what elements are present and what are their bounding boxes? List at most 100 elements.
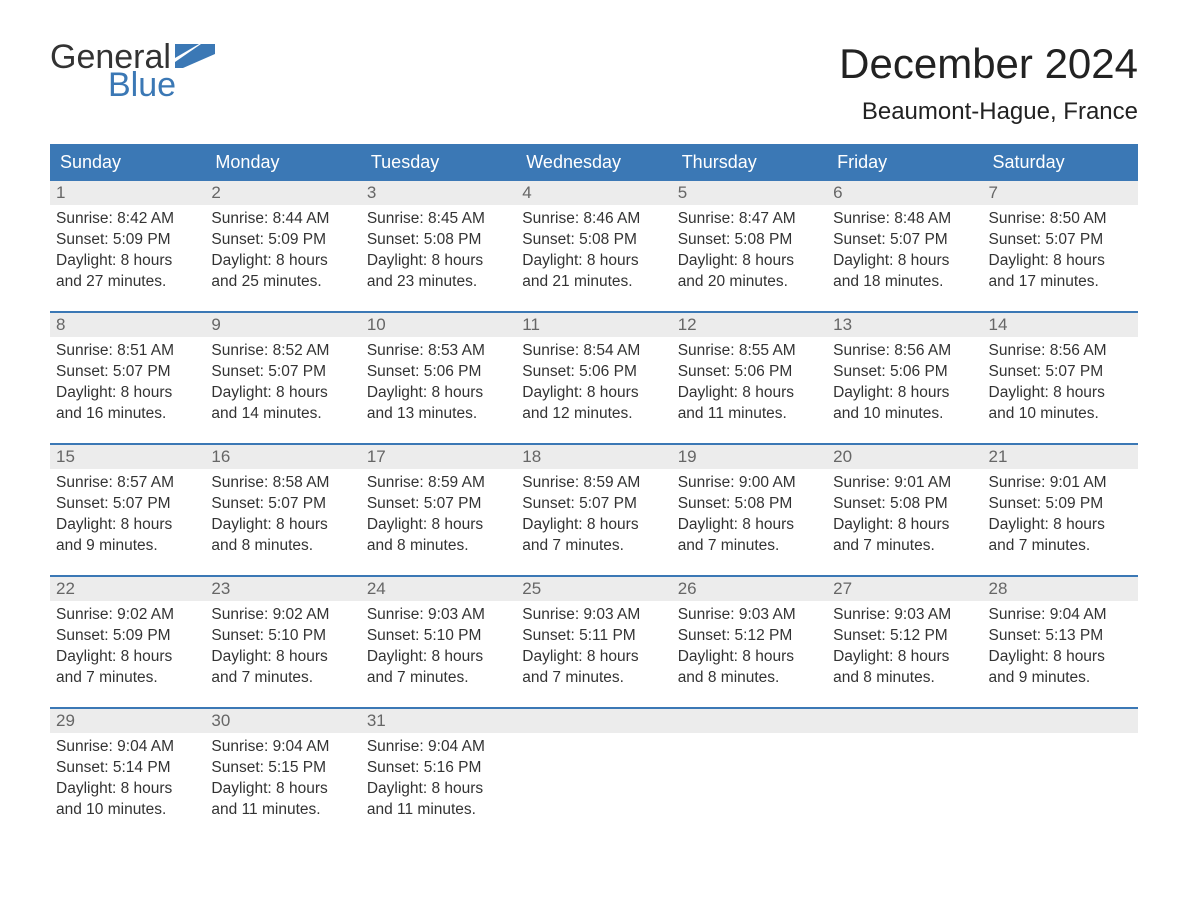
sunset-text: Sunset: 5:10 PM bbox=[211, 626, 354, 647]
sunrise-text: Sunrise: 9:01 AM bbox=[989, 473, 1132, 494]
day-number: 28 bbox=[983, 577, 1138, 601]
daylight-text-1: Daylight: 8 hours bbox=[211, 779, 354, 800]
daylight-text-2: and 13 minutes. bbox=[367, 404, 510, 425]
sunrise-text: Sunrise: 8:45 AM bbox=[367, 209, 510, 230]
day-number: 9 bbox=[205, 313, 360, 337]
sunset-text: Sunset: 5:14 PM bbox=[56, 758, 199, 779]
daylight-text-2: and 11 minutes. bbox=[211, 800, 354, 821]
sunset-text: Sunset: 5:08 PM bbox=[833, 494, 976, 515]
day-header-monday: Monday bbox=[205, 144, 360, 181]
day-number: 13 bbox=[827, 313, 982, 337]
day-number: 31 bbox=[361, 709, 516, 733]
sunrise-text: Sunrise: 9:03 AM bbox=[833, 605, 976, 626]
daylight-text-2: and 21 minutes. bbox=[522, 272, 665, 293]
sunrise-text: Sunrise: 8:50 AM bbox=[989, 209, 1132, 230]
day-cell: Sunrise: 9:02 AMSunset: 5:09 PMDaylight:… bbox=[50, 601, 205, 689]
daylight-text-1: Daylight: 8 hours bbox=[367, 383, 510, 404]
month-title: December 2024 bbox=[839, 40, 1138, 88]
daylight-text-1: Daylight: 8 hours bbox=[367, 647, 510, 668]
day-cell bbox=[672, 733, 827, 821]
daylight-text-1: Daylight: 8 hours bbox=[56, 515, 199, 536]
sunrise-text: Sunrise: 9:02 AM bbox=[211, 605, 354, 626]
sunrise-text: Sunrise: 9:04 AM bbox=[989, 605, 1132, 626]
week-row: 293031Sunrise: 9:04 AMSunset: 5:14 PMDay… bbox=[50, 707, 1138, 821]
day-number: 24 bbox=[361, 577, 516, 601]
sunset-text: Sunset: 5:08 PM bbox=[678, 494, 821, 515]
day-number bbox=[827, 709, 982, 733]
day-cell: Sunrise: 8:54 AMSunset: 5:06 PMDaylight:… bbox=[516, 337, 671, 425]
daylight-text-1: Daylight: 8 hours bbox=[833, 251, 976, 272]
daylight-text-2: and 9 minutes. bbox=[56, 536, 199, 557]
daylight-text-2: and 7 minutes. bbox=[989, 536, 1132, 557]
daylight-text-1: Daylight: 8 hours bbox=[211, 251, 354, 272]
day-number: 27 bbox=[827, 577, 982, 601]
sunrise-text: Sunrise: 9:03 AM bbox=[367, 605, 510, 626]
day-number: 5 bbox=[672, 181, 827, 205]
daylight-text-1: Daylight: 8 hours bbox=[56, 647, 199, 668]
daylight-text-1: Daylight: 8 hours bbox=[211, 647, 354, 668]
daylight-text-1: Daylight: 8 hours bbox=[56, 779, 199, 800]
daylight-text-1: Daylight: 8 hours bbox=[989, 647, 1132, 668]
day-cell: Sunrise: 9:01 AMSunset: 5:09 PMDaylight:… bbox=[983, 469, 1138, 557]
day-cell: Sunrise: 8:59 AMSunset: 5:07 PMDaylight:… bbox=[361, 469, 516, 557]
sunset-text: Sunset: 5:09 PM bbox=[989, 494, 1132, 515]
sunrise-text: Sunrise: 8:44 AM bbox=[211, 209, 354, 230]
daylight-text-1: Daylight: 8 hours bbox=[678, 515, 821, 536]
sunset-text: Sunset: 5:06 PM bbox=[522, 362, 665, 383]
day-cell: Sunrise: 9:02 AMSunset: 5:10 PMDaylight:… bbox=[205, 601, 360, 689]
daylight-text-1: Daylight: 8 hours bbox=[989, 515, 1132, 536]
sunrise-text: Sunrise: 9:01 AM bbox=[833, 473, 976, 494]
daylight-text-2: and 11 minutes. bbox=[678, 404, 821, 425]
day-cell: Sunrise: 8:51 AMSunset: 5:07 PMDaylight:… bbox=[50, 337, 205, 425]
day-cell: Sunrise: 8:55 AMSunset: 5:06 PMDaylight:… bbox=[672, 337, 827, 425]
sunset-text: Sunset: 5:07 PM bbox=[367, 494, 510, 515]
sunset-text: Sunset: 5:07 PM bbox=[522, 494, 665, 515]
day-header-tuesday: Tuesday bbox=[361, 144, 516, 181]
sunset-text: Sunset: 5:15 PM bbox=[211, 758, 354, 779]
day-cell: Sunrise: 9:01 AMSunset: 5:08 PMDaylight:… bbox=[827, 469, 982, 557]
day-number: 3 bbox=[361, 181, 516, 205]
daylight-text-2: and 18 minutes. bbox=[833, 272, 976, 293]
sunset-text: Sunset: 5:07 PM bbox=[56, 362, 199, 383]
daylight-text-1: Daylight: 8 hours bbox=[367, 779, 510, 800]
sunset-text: Sunset: 5:07 PM bbox=[211, 362, 354, 383]
day-number: 26 bbox=[672, 577, 827, 601]
sunrise-text: Sunrise: 9:04 AM bbox=[211, 737, 354, 758]
daylight-text-1: Daylight: 8 hours bbox=[522, 515, 665, 536]
day-content-row: Sunrise: 8:51 AMSunset: 5:07 PMDaylight:… bbox=[50, 337, 1138, 425]
daylight-text-2: and 8 minutes. bbox=[211, 536, 354, 557]
daylight-text-2: and 9 minutes. bbox=[989, 668, 1132, 689]
day-cell: Sunrise: 8:56 AMSunset: 5:06 PMDaylight:… bbox=[827, 337, 982, 425]
day-cell bbox=[983, 733, 1138, 821]
day-header-sunday: Sunday bbox=[50, 144, 205, 181]
day-number: 18 bbox=[516, 445, 671, 469]
day-cell: Sunrise: 8:47 AMSunset: 5:08 PMDaylight:… bbox=[672, 205, 827, 293]
sunrise-text: Sunrise: 9:02 AM bbox=[56, 605, 199, 626]
sunrise-text: Sunrise: 8:59 AM bbox=[522, 473, 665, 494]
day-number: 23 bbox=[205, 577, 360, 601]
title-block: December 2024 Beaumont-Hague, France bbox=[839, 40, 1138, 126]
daylight-text-2: and 11 minutes. bbox=[367, 800, 510, 821]
daylight-text-1: Daylight: 8 hours bbox=[522, 251, 665, 272]
logo-flag-icon bbox=[175, 44, 215, 68]
sunrise-text: Sunrise: 8:56 AM bbox=[833, 341, 976, 362]
day-number: 11 bbox=[516, 313, 671, 337]
day-cell: Sunrise: 9:04 AMSunset: 5:15 PMDaylight:… bbox=[205, 733, 360, 821]
daylight-text-2: and 7 minutes. bbox=[522, 536, 665, 557]
day-cell bbox=[516, 733, 671, 821]
sunset-text: Sunset: 5:16 PM bbox=[367, 758, 510, 779]
daylight-text-1: Daylight: 8 hours bbox=[833, 383, 976, 404]
day-number: 1 bbox=[50, 181, 205, 205]
day-number: 15 bbox=[50, 445, 205, 469]
daylight-text-1: Daylight: 8 hours bbox=[678, 251, 821, 272]
sunrise-text: Sunrise: 8:51 AM bbox=[56, 341, 199, 362]
day-cell: Sunrise: 8:44 AMSunset: 5:09 PMDaylight:… bbox=[205, 205, 360, 293]
sunrise-text: Sunrise: 8:47 AM bbox=[678, 209, 821, 230]
day-number-row: 22232425262728 bbox=[50, 577, 1138, 601]
sunset-text: Sunset: 5:07 PM bbox=[211, 494, 354, 515]
day-number: 4 bbox=[516, 181, 671, 205]
calendar: Sunday Monday Tuesday Wednesday Thursday… bbox=[50, 144, 1138, 821]
sunset-text: Sunset: 5:09 PM bbox=[56, 230, 199, 251]
daylight-text-2: and 7 minutes. bbox=[367, 668, 510, 689]
week-row: 1234567Sunrise: 8:42 AMSunset: 5:09 PMDa… bbox=[50, 181, 1138, 293]
